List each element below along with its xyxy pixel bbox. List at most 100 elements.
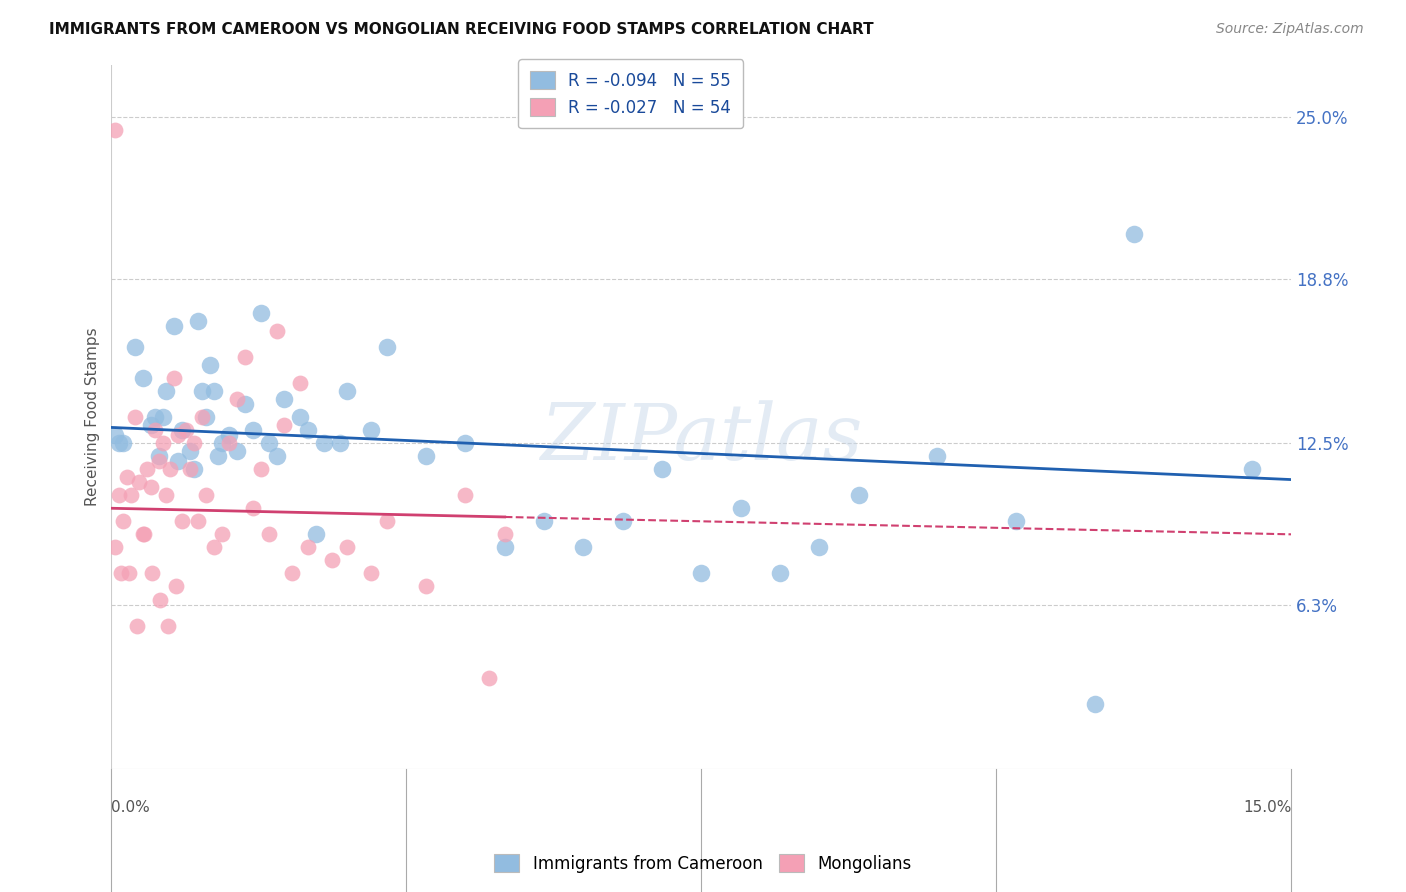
- Point: [108, 436, 131, 450]
- Point: [927, 449, 949, 463]
- Point: [250, 462, 273, 476]
- Point: [148, 449, 170, 463]
- Point: [124, 409, 146, 424]
- Point: [124, 340, 146, 354]
- Point: [157, 618, 180, 632]
- Point: [848, 488, 870, 502]
- Point: [163, 371, 186, 385]
- Point: [1123, 227, 1146, 242]
- Point: [328, 436, 350, 450]
- Point: [141, 566, 163, 581]
- Point: [808, 541, 831, 555]
- Point: [415, 579, 437, 593]
- Point: [139, 417, 162, 432]
- Point: [207, 449, 229, 463]
- Point: [112, 436, 135, 450]
- Text: Source: ZipAtlas.com: Source: ZipAtlas.com: [1216, 22, 1364, 37]
- Point: [202, 541, 225, 555]
- Point: [297, 423, 319, 437]
- Text: ZIPatlas: ZIPatlas: [540, 400, 862, 476]
- Legend: R = -0.094   N = 55, R = -0.027   N = 54: R = -0.094 N = 55, R = -0.027 N = 54: [519, 59, 742, 128]
- Point: [132, 371, 155, 385]
- Text: 0.0%: 0.0%: [111, 799, 150, 814]
- Point: [375, 514, 398, 528]
- Point: [211, 527, 233, 541]
- Point: [167, 454, 190, 468]
- Point: [257, 436, 280, 450]
- Point: [360, 566, 382, 581]
- Point: [1240, 462, 1263, 476]
- Point: [690, 566, 713, 581]
- Point: [769, 566, 792, 581]
- Point: [191, 384, 214, 398]
- Point: [159, 462, 181, 476]
- Legend: Immigrants from Cameroon, Mongolians: Immigrants from Cameroon, Mongolians: [488, 847, 918, 880]
- Point: [651, 462, 673, 476]
- Point: [233, 350, 256, 364]
- Point: [187, 514, 209, 528]
- Point: [281, 566, 304, 581]
- Point: [120, 488, 142, 502]
- Point: [336, 384, 359, 398]
- Point: [572, 541, 595, 555]
- Point: [494, 541, 516, 555]
- Point: [233, 397, 256, 411]
- Point: [155, 384, 177, 398]
- Point: [218, 436, 240, 450]
- Point: [202, 384, 225, 398]
- Point: [112, 514, 135, 528]
- Point: [183, 462, 205, 476]
- Point: [128, 475, 150, 490]
- Point: [273, 392, 295, 406]
- Point: [211, 436, 233, 450]
- Point: [533, 514, 555, 528]
- Point: [312, 436, 335, 450]
- Y-axis label: Receiving Food Stamps: Receiving Food Stamps: [86, 327, 100, 507]
- Point: [108, 488, 131, 502]
- Point: [172, 514, 194, 528]
- Point: [132, 527, 155, 541]
- Point: [290, 376, 312, 390]
- Point: [1005, 514, 1028, 528]
- Point: [194, 409, 217, 424]
- Point: [179, 462, 201, 476]
- Text: 15.0%: 15.0%: [1243, 799, 1291, 814]
- Point: [730, 501, 752, 516]
- Point: [415, 449, 437, 463]
- Point: [167, 428, 190, 442]
- Point: [297, 541, 319, 555]
- Point: [174, 423, 197, 437]
- Point: [494, 527, 516, 541]
- Point: [165, 579, 187, 593]
- Point: [454, 436, 477, 450]
- Point: [118, 566, 141, 581]
- Point: [163, 318, 186, 333]
- Point: [148, 454, 170, 468]
- Point: [143, 423, 166, 437]
- Point: [194, 488, 217, 502]
- Point: [115, 470, 138, 484]
- Point: [273, 417, 295, 432]
- Point: [612, 514, 634, 528]
- Point: [183, 436, 205, 450]
- Point: [104, 541, 127, 555]
- Point: [454, 488, 477, 502]
- Point: [139, 480, 162, 494]
- Point: [179, 443, 201, 458]
- Point: [104, 428, 127, 442]
- Point: [1084, 697, 1107, 711]
- Point: [375, 340, 398, 354]
- Point: [336, 541, 359, 555]
- Point: [226, 443, 249, 458]
- Point: [305, 527, 328, 541]
- Point: [266, 449, 288, 463]
- Point: [187, 313, 209, 327]
- Point: [226, 392, 249, 406]
- Point: [360, 423, 382, 437]
- Point: [110, 566, 132, 581]
- Point: [257, 527, 280, 541]
- Point: [152, 436, 174, 450]
- Point: [290, 409, 312, 424]
- Point: [198, 358, 221, 372]
- Point: [104, 123, 127, 137]
